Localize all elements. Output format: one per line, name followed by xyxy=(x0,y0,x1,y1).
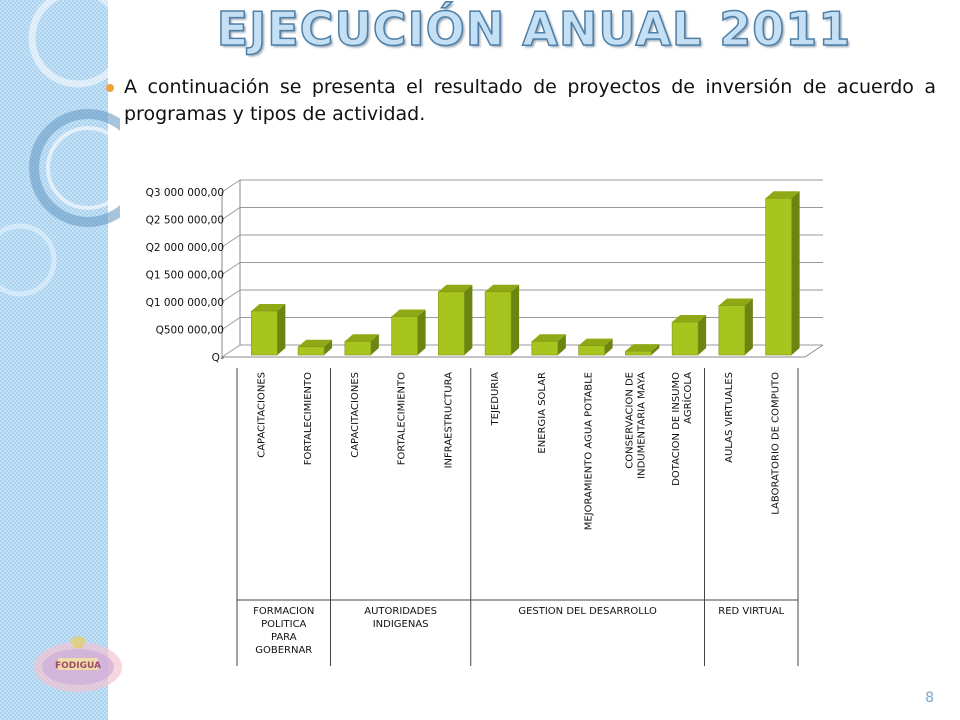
bar-side-8 xyxy=(651,344,660,355)
intro-text: A continuación se presenta el resultado … xyxy=(124,76,936,125)
bar-side-10 xyxy=(744,298,753,355)
bar-11 xyxy=(765,191,800,356)
group-label-0: FORMACION POLITICA PARA GOBERNAR xyxy=(253,606,314,656)
bar-side-7 xyxy=(604,338,613,355)
gridline-depth-1 xyxy=(221,317,241,330)
bar-front-4 xyxy=(438,291,465,356)
bar-top-4 xyxy=(438,284,473,292)
x-category-label-11: LABORATORIO DE COMPUTO xyxy=(771,372,782,515)
bar-side-3 xyxy=(417,309,426,355)
x-category-label-10: AULAS VIRTUALES xyxy=(724,372,735,463)
x-category-label-9: DOTACION DE INSUMOAGRÍCOLA xyxy=(671,372,694,486)
bar-front-7 xyxy=(578,345,605,356)
intro-bullet-item: A continuación se presenta el resultado … xyxy=(106,74,936,128)
gridline-depth-5 xyxy=(221,207,241,220)
x-category-label-5: TEJEDURIA xyxy=(490,372,501,427)
x-category-label-4: INFRAESTRUCTURA xyxy=(443,372,454,469)
bar-top-6 xyxy=(531,334,566,342)
bar-top-2 xyxy=(344,334,379,342)
slide-title: EJECUCIÓN ANUAL 2011 xyxy=(216,1,852,57)
bar-2 xyxy=(344,334,379,356)
bar-1 xyxy=(297,339,333,356)
bar-top-10 xyxy=(718,298,753,306)
bar-front-10 xyxy=(718,305,746,356)
y-tick-label-4: Q2 000 000,00 xyxy=(146,242,224,254)
fodigua-logo: FODIGUA xyxy=(30,634,128,696)
bar-top-7 xyxy=(578,338,613,346)
bar-0 xyxy=(251,304,286,356)
bar-top-0 xyxy=(251,304,286,311)
x-category-label-7: MEJORAMIENTO AGUA POTABLE xyxy=(584,372,595,530)
y-axis-tick-labels: Q- Q500 000,00 Q1 000 000,00 Q1 500 000,00 Q… xyxy=(146,187,225,364)
axis-edge-1 xyxy=(804,344,824,358)
bar-front-5 xyxy=(484,291,512,356)
bar-6 xyxy=(531,334,566,356)
gridline-depth-3 xyxy=(221,262,241,275)
bar-front-3 xyxy=(391,316,418,356)
bar-top-3 xyxy=(391,309,426,317)
x-axis-category-labels: CAPACITACIONES FORTALECIMIENTO CAPACITACIO… xyxy=(256,372,781,530)
bar-4 xyxy=(438,284,473,356)
group-label-2: GESTION DEL DESARROLLO xyxy=(518,606,657,617)
group-labels: FORMACION POLITICA PARA GOBERNAR AUTORIDADES… xyxy=(253,606,785,656)
bar-top-8 xyxy=(625,344,660,352)
bar-side-2 xyxy=(370,334,379,355)
x-category-label-2: CAPACITACIONES xyxy=(350,372,361,458)
bar-9 xyxy=(671,315,707,356)
bar-8 xyxy=(625,344,660,356)
y-tick-label-2: Q1 000 000,00 xyxy=(146,297,224,309)
bar-front-8 xyxy=(625,350,652,356)
y-tick-label-1: Q500 000,00 xyxy=(156,325,224,337)
bullet-icon xyxy=(106,84,114,92)
x-category-label-8: CONSERVACION DEINDUMENTARIA MAYA xyxy=(624,372,647,479)
bar-side-0 xyxy=(277,304,286,355)
bar-top-11 xyxy=(765,191,800,199)
bar-front-6 xyxy=(531,340,559,356)
group-label-3: RED VIRTUAL xyxy=(718,606,784,617)
group-label-1: AUTORIDADES INDIGENAS xyxy=(364,606,437,630)
bar-side-4 xyxy=(464,284,473,355)
bar-front-1 xyxy=(297,346,325,356)
x-category-label-6: ENERGIA SOLAR xyxy=(537,372,548,454)
bar-side-5 xyxy=(511,284,520,355)
bar-side-11 xyxy=(791,191,800,355)
bar-front-9 xyxy=(671,321,699,356)
bar-front-11 xyxy=(765,197,792,356)
bar-10 xyxy=(718,298,753,356)
bar-side-9 xyxy=(698,315,707,355)
bar-5 xyxy=(484,284,520,356)
logo-text: FODIGUA xyxy=(55,661,101,671)
gridline-depth-2 xyxy=(221,289,241,303)
bar-7 xyxy=(578,338,613,356)
x-category-label-1: FORTALECIMIENTO xyxy=(303,372,314,465)
chart-bars xyxy=(251,191,800,356)
bar-3 xyxy=(391,309,426,356)
decorative-rings xyxy=(0,0,120,297)
bar-top-1 xyxy=(298,339,333,347)
y-tick-label-6: Q3 000 000,00 xyxy=(146,187,224,199)
bar-side-6 xyxy=(557,334,566,355)
bar-front-0 xyxy=(251,310,278,356)
y-tick-label-5: Q2 500 000,00 xyxy=(146,215,224,227)
y-tick-label-0: Q- xyxy=(212,352,225,364)
bar-front-2 xyxy=(344,340,372,356)
page-number: 8 xyxy=(925,690,934,706)
y-tick-label-3: Q1 500 000,00 xyxy=(146,270,224,282)
bar-top-5 xyxy=(485,284,520,292)
x-category-label-0: CAPACITACIONES xyxy=(256,372,267,458)
gridline-depth-0 xyxy=(221,344,241,358)
gridline-depth-4 xyxy=(221,234,241,248)
bar-top-9 xyxy=(672,315,707,322)
category-table xyxy=(236,368,799,666)
bar-side-1 xyxy=(324,339,333,355)
gridline-depth-6 xyxy=(221,179,241,193)
x-category-label-3: FORTALECIMIENTO xyxy=(397,372,408,465)
